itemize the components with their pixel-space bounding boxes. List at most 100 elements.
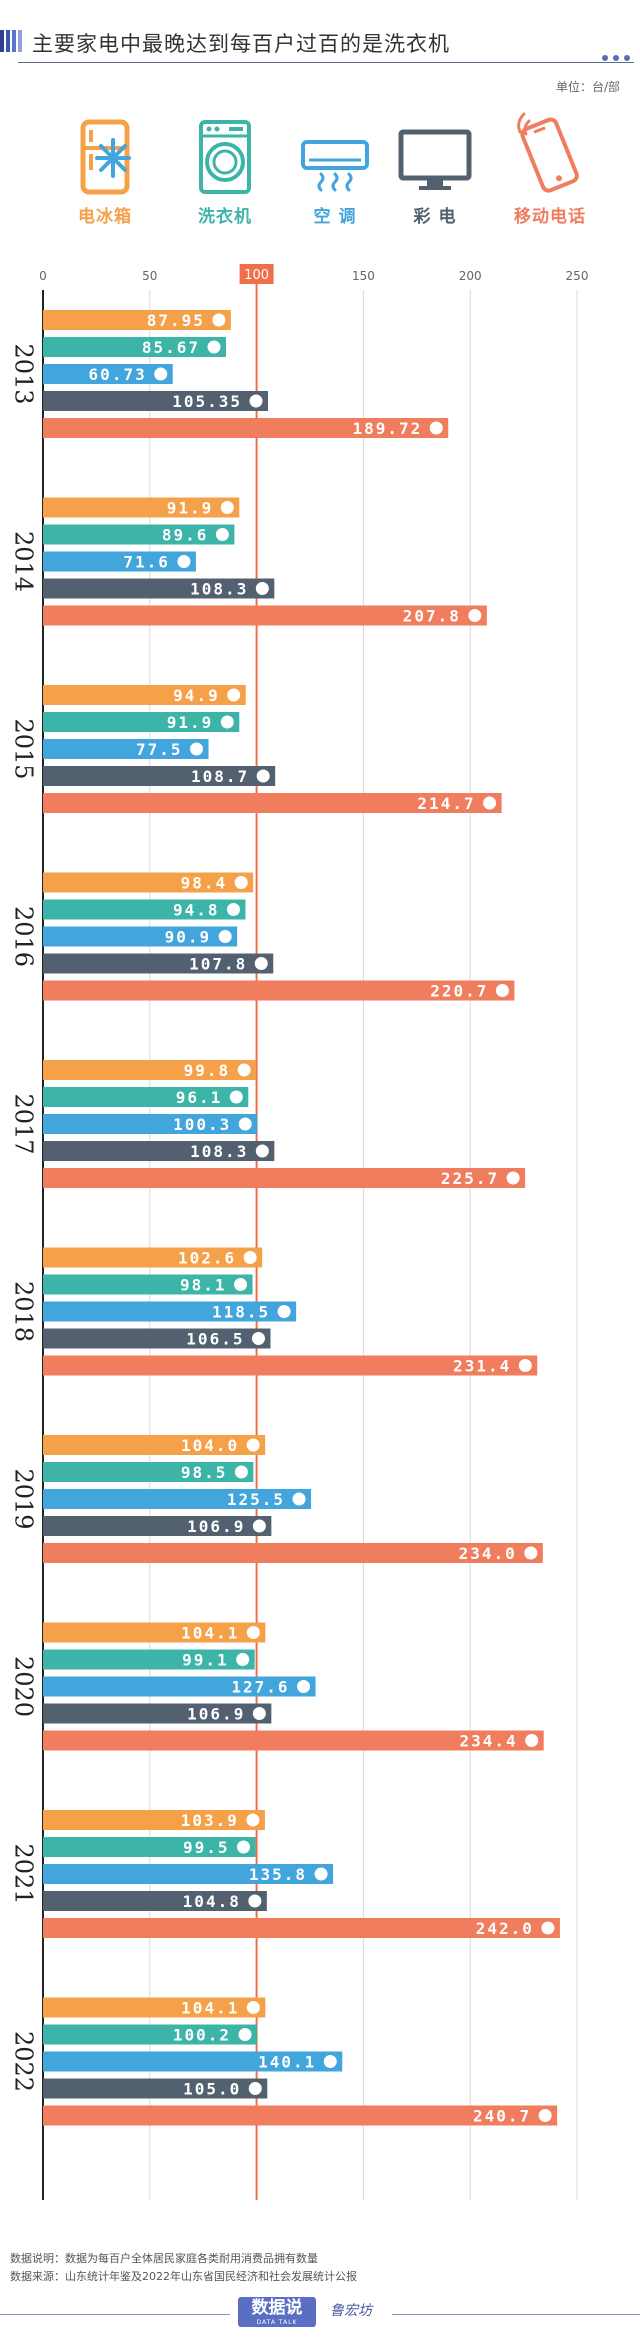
bar-end-dot <box>247 392 265 410</box>
bar <box>43 1301 297 1322</box>
data-label: 102.6 <box>178 1249 236 1268</box>
bar <box>43 1918 560 1938</box>
legend-label-ac: 空 调 <box>313 207 357 227</box>
data-label: 127.6 <box>231 1678 289 1697</box>
data-label: 106.9 <box>187 1517 245 1536</box>
reference-label-box <box>239 264 274 284</box>
data-label: 105.35 <box>172 392 242 411</box>
bar-end-dot <box>493 982 511 999</box>
data-talk-logo: 数据说 DATA TALK <box>238 2297 316 2327</box>
more-dots-icon <box>602 55 630 61</box>
bar <box>43 926 238 947</box>
bar-end-dot <box>225 686 243 704</box>
bar <box>43 1060 257 1080</box>
data-label: 94.8 <box>173 901 220 920</box>
bar-end-dot <box>232 1276 250 1293</box>
year-label: 2015 <box>10 718 38 779</box>
bar-end-dot <box>523 1732 541 1749</box>
logo-sub-text: DATA TALK <box>256 2319 298 2326</box>
data-label: 103.9 <box>181 1811 239 1830</box>
bar-end-dot <box>236 1115 254 1133</box>
bar <box>43 712 240 732</box>
x-tick-label: 150 <box>352 269 375 283</box>
bar <box>43 1114 258 1134</box>
bar-end-dot <box>249 1330 267 1347</box>
bar <box>43 2051 343 2072</box>
bar-end-dot <box>254 767 272 785</box>
data-label: 100.2 <box>173 2026 231 2045</box>
data-label: 91.9 <box>167 499 214 518</box>
unit-label: 单位：台/部 <box>555 80 620 94</box>
data-label: 231.4 <box>453 1357 511 1376</box>
bar <box>43 953 274 974</box>
bar <box>43 1489 312 1509</box>
data-label: 106.9 <box>187 1705 245 1724</box>
bar-end-dot <box>539 1919 557 1937</box>
bar <box>43 1837 256 1857</box>
bar <box>43 1516 272 1536</box>
logo-main-text: 数据说 <box>251 2298 303 2318</box>
bar-end-dot <box>218 499 236 516</box>
bar-end-dot <box>241 1249 259 1266</box>
bar <box>43 364 173 384</box>
bar-end-dot <box>236 2026 254 2043</box>
x-tick-label: 250 <box>566 269 589 283</box>
title-accent-bars <box>0 30 26 52</box>
bar-end-dot <box>224 901 242 918</box>
bar-end-dot <box>232 874 250 891</box>
data-label: 118.5 <box>212 1303 270 1322</box>
legend-label-phone: 移动电话 <box>514 207 586 227</box>
bar-end-dot <box>504 1169 522 1187</box>
tv-icon <box>398 129 472 190</box>
bar-end-dot <box>232 1463 250 1481</box>
data-label: 140.1 <box>258 2053 316 2072</box>
bar <box>43 1649 255 1670</box>
data-label: 90.9 <box>165 928 212 947</box>
data-label: 108.3 <box>190 580 248 599</box>
data-label: 85.67 <box>142 338 200 357</box>
data-label: 96.1 <box>176 1088 223 1107</box>
bar <box>43 2105 558 2126</box>
bar-end-dot <box>188 740 206 758</box>
bar <box>43 1141 275 1161</box>
bar-end-dot <box>427 419 445 437</box>
data-label: 94.9 <box>173 686 220 705</box>
data-label: 89.6 <box>162 526 209 545</box>
data-label: 225.7 <box>441 1169 499 1188</box>
x-tick-label: 50 <box>142 269 157 283</box>
data-label: 125.5 <box>227 1490 285 1509</box>
data-label: 71.6 <box>123 553 170 572</box>
bar-end-dot <box>234 1651 252 1668</box>
bar <box>43 793 502 813</box>
bar-end-dot <box>246 1892 264 1910</box>
data-label: 234.0 <box>459 1544 517 1563</box>
title-divider <box>18 62 634 63</box>
bar <box>43 2078 268 2099</box>
bar <box>43 1435 266 1455</box>
bar-end-dot <box>481 794 499 812</box>
bar-end-dot <box>216 928 234 945</box>
bar-chart: 0 50 150 200 250 100 2013 87.95 85.67 60.73 105.35… <box>10 264 589 2200</box>
data-label: 240.7 <box>473 2107 531 2126</box>
bar-end-dot <box>252 955 270 972</box>
bar-end-dot <box>295 1678 313 1695</box>
bar-end-dot <box>152 365 170 383</box>
data-label: 106.5 <box>186 1330 244 1349</box>
bar-end-dot <box>244 1811 262 1829</box>
data-label: 104.0 <box>181 1436 239 1455</box>
year-label: 2022 <box>10 2031 38 2092</box>
bar <box>43 391 269 411</box>
x-tick-label: 200 <box>459 269 482 283</box>
bar-end-dot <box>213 526 231 543</box>
data-label: 107.8 <box>189 955 247 974</box>
bar <box>43 551 196 572</box>
legend-label-washer: 洗衣机 <box>198 207 252 227</box>
title-bar: 主要家电中最晚达到每百户过百的是洗衣机 <box>0 22 640 62</box>
year-label: 2014 <box>10 531 38 592</box>
bar-end-dot <box>290 1490 308 1508</box>
bar-end-dot <box>246 2080 264 2097</box>
bar-end-dot <box>516 1357 534 1374</box>
data-label: 105.0 <box>183 2080 241 2099</box>
data-label: 100.3 <box>173 1115 231 1134</box>
bar <box>43 872 254 893</box>
